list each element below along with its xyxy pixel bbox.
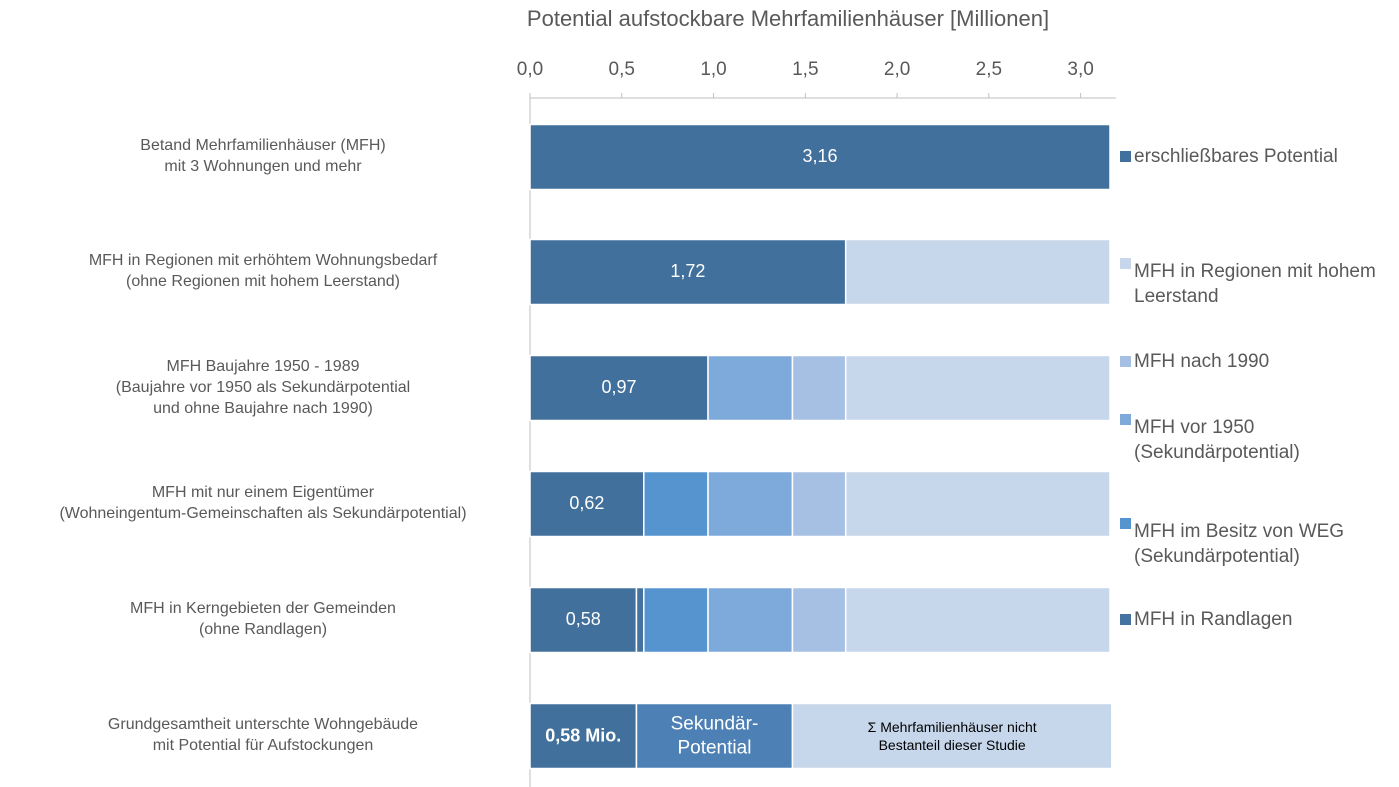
bar-segment <box>529 238 847 306</box>
legend-entry: MFH in Regionen mit hohem Leerstand <box>1134 261 1376 307</box>
x-tick-label: 1,0 <box>700 59 726 80</box>
category-label: MFH in Regionen mit erhöhtem Wohnungsbed… <box>88 252 438 290</box>
data-label: 0,97 <box>601 377 636 397</box>
legend-entry: erschließbares Potential <box>1134 146 1338 167</box>
x-tick-label: 3,0 <box>1067 59 1093 80</box>
segment-label: 0,58 Mio. <box>545 725 622 746</box>
legend-entry: MFH nach 1990 <box>1134 351 1270 372</box>
bar-segment <box>707 586 794 654</box>
data-label: 1,72 <box>670 261 705 281</box>
legend-swatch <box>1120 151 1131 162</box>
category-label: Betand Mehrfamilienhäuser (MFH) mit 3 Wo… <box>140 137 386 175</box>
data-label: 0,62 <box>569 493 604 513</box>
bar-segment <box>529 470 645 538</box>
bar-segment <box>643 470 709 538</box>
legend-entry: MFH vor 1950 (Sekundärpotential) <box>1134 417 1300 463</box>
bar-segment <box>791 470 847 538</box>
category-label: Grundgesamtheit unterschte Wohngebäude m… <box>107 716 419 754</box>
bar-segment <box>791 586 847 654</box>
chart-title: Potential aufstockbare Mehrfamilienhäuse… <box>527 6 1049 31</box>
segment-label: Sekundär- Potential <box>670 713 759 758</box>
bar-segment <box>844 470 1111 538</box>
bar-segment <box>529 354 709 422</box>
bar-segment <box>844 238 1111 306</box>
x-tick-label: 0,0 <box>517 59 543 80</box>
legend-swatch <box>1120 614 1131 625</box>
x-tick-label: 0,5 <box>609 59 635 80</box>
legend-swatch <box>1120 258 1131 269</box>
segment-label: Σ Mehrfamilienhäuser nicht Bestanteil di… <box>867 718 1037 753</box>
bar-segment <box>643 586 709 654</box>
x-tick-label: 2,5 <box>976 59 1002 80</box>
bar-segment <box>635 702 794 770</box>
legend-swatch <box>1120 356 1131 367</box>
bar-segment <box>707 470 794 538</box>
bar-segment <box>844 586 1111 654</box>
data-label: 0,58 <box>566 609 601 629</box>
legend-swatch <box>1120 518 1131 529</box>
bar-segment <box>791 702 1113 770</box>
legend-entry: MFH im Besitz von WEG (Sekundärpotential… <box>1134 521 1345 567</box>
category-label: MFH in Kerngebieten der Gemeinden (ohne … <box>130 600 396 638</box>
x-tick-label: 1,5 <box>792 59 818 80</box>
category-label: MFH mit nur einem Eigentümer (Wohneingen… <box>59 484 467 522</box>
bar-segment <box>707 354 794 422</box>
bar-segment <box>791 354 847 422</box>
bar-segment <box>529 123 1111 191</box>
x-tick-label: 2,0 <box>884 59 910 80</box>
bar-segment <box>529 586 638 654</box>
data-label: 3,16 <box>802 146 837 166</box>
legend-entry: MFH in Randlagen <box>1134 609 1293 630</box>
bar-segment <box>844 354 1111 422</box>
category-label: MFH Baujahre 1950 - 1989 (Baujahre vor 1… <box>115 357 411 417</box>
legend-swatch <box>1120 414 1131 425</box>
bar-segment <box>635 586 645 654</box>
